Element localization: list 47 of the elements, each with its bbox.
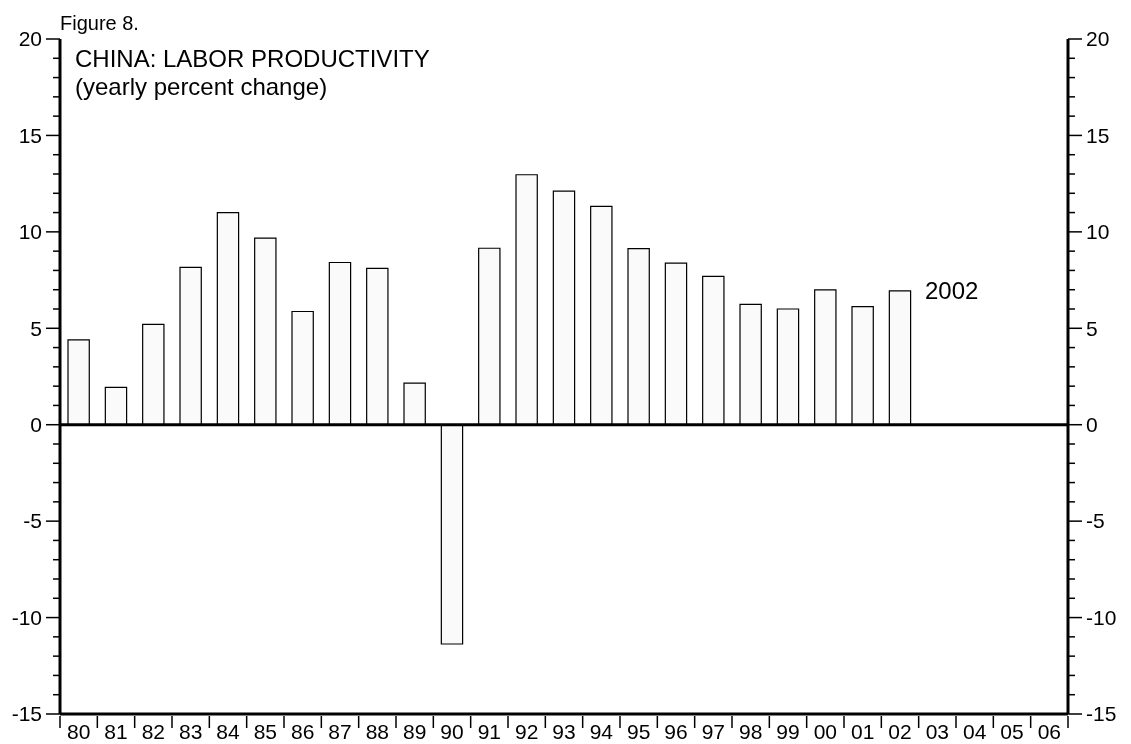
y2-tick-label: 0 (1086, 413, 1098, 437)
y-tick-label: 0 (30, 413, 42, 437)
x-tick-label: 91 (477, 719, 502, 743)
x-tick-label: 86 (290, 719, 315, 743)
x-tick-label: 05 (1000, 719, 1024, 743)
y2-tick-label: 15 (1086, 123, 1110, 147)
y2-tick-label: -15 (1086, 702, 1117, 726)
y-tick-label: 10 (18, 220, 42, 244)
x-tick-label: 98 (738, 719, 763, 743)
y2-tick-label: -5 (1086, 509, 1105, 533)
y2-tick-label: -10 (1086, 605, 1117, 629)
x-tick-label: 87 (328, 719, 352, 743)
y2-tick-label: 10 (1086, 220, 1110, 244)
x-tick-label: 84 (216, 719, 240, 743)
x-tick-label: 03 (925, 719, 950, 743)
y2-tick-label: 5 (1086, 316, 1098, 340)
y-tick-label: 5 (30, 316, 42, 340)
x-tick-label: 90 (440, 719, 464, 743)
x-tick-label: 01 (850, 719, 875, 743)
y-tick-label: -10 (11, 605, 42, 629)
x-tick-label: 94 (589, 719, 614, 743)
x-tick-label: 81 (104, 719, 128, 743)
x-tick-label: 88 (365, 719, 390, 743)
x-tick-label: 83 (178, 719, 203, 743)
x-tick-label: 93 (552, 719, 576, 743)
x-tick-label: 92 (514, 719, 539, 743)
x-tick-label: 85 (253, 719, 278, 743)
chart-title: CHINA: LABOR PRODUCTIVITY (75, 45, 430, 73)
x-tick-label: 82 (141, 719, 166, 743)
y-tick-label: 20 (18, 27, 42, 51)
x-tick-label: 00 (813, 719, 838, 743)
x-tick-label: 89 (402, 719, 427, 743)
x-tick-label: 04 (962, 719, 987, 743)
caption: Figure 8. (60, 12, 139, 34)
x-tick-label: 02 (888, 719, 912, 743)
y-tick-label: 15 (18, 123, 42, 147)
y-tick-label: -15 (11, 702, 42, 726)
text: (yearly percent change) (75, 73, 329, 101)
y-tick-label: -5 (23, 509, 42, 533)
annotation: 2002 (925, 277, 979, 305)
x-tick-label: 06 (1037, 719, 1062, 743)
y2-tick-label: 20 (1086, 27, 1110, 51)
x-tick-label: 96 (664, 719, 688, 743)
x-tick-label: 95 (626, 719, 651, 743)
x-tick-label: 99 (776, 719, 800, 743)
x-tick-label: 80 (66, 719, 91, 743)
x-tick-label: 97 (701, 719, 726, 743)
